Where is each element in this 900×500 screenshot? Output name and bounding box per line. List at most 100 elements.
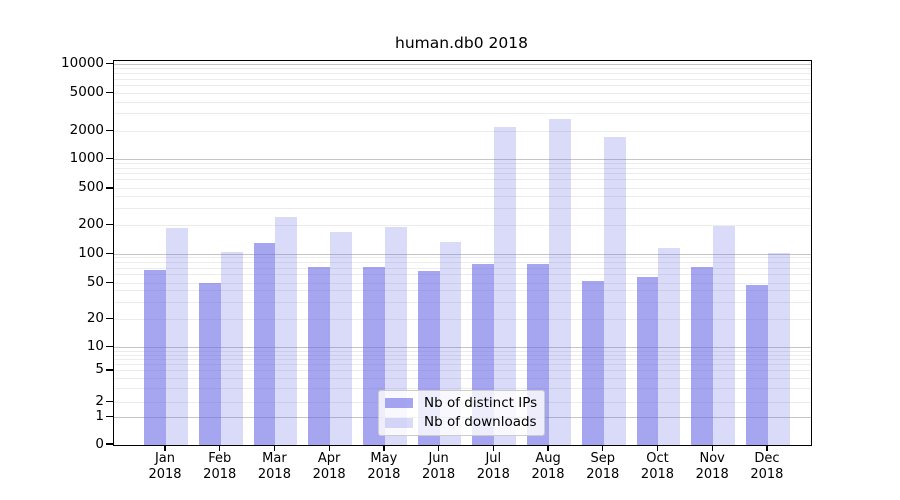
gridline-minor [114,167,811,169]
gridline-minor [114,73,811,75]
y-tick-mark [106,187,113,189]
gridline-minor [114,179,811,181]
bar-ips-mar [253,243,276,445]
x-tick-mark [547,445,549,451]
x-tick-mark [656,445,659,451]
x-tick-label: Mar 2018 [257,451,291,482]
x-tick-label: Aug 2018 [531,451,565,482]
y-tick-mark [106,252,113,254]
gridline-minor [114,319,811,321]
legend-swatch-distinct-ips [385,398,413,409]
x-tick-mark [164,445,166,451]
x-tick-label: Dec 2018 [750,451,784,482]
legend-label-downloads: Nb of downloads [424,414,537,431]
gridline-minor [114,290,811,292]
x-tick-label: Nov 2018 [695,451,729,482]
bar-ips-dec [746,285,768,445]
y-tick-mark [106,369,113,371]
y-tick-mark [106,416,113,418]
x-tick-mark [219,445,221,451]
gridline-minor [114,225,811,227]
chart-title: human.db0 2018 [395,34,528,52]
y-tick-label: 2000 [69,122,104,139]
y-tick-mark [106,318,113,320]
y-tick-label: 100 [78,244,104,261]
gridline-minor [114,196,811,197]
x-tick-mark [383,445,385,451]
y-tick-label: 10000 [61,54,104,71]
gridline-minor [114,364,811,366]
y-tick-mark [106,224,113,226]
y-tick-label: 500 [78,179,104,196]
y-tick-label: 2 [95,393,104,410]
y-tick-label: 1000 [69,149,104,166]
gridline-minor [114,162,811,164]
bar-downloads-oct [658,248,681,445]
y-tick-mark [106,130,113,132]
x-tick-mark [766,445,768,451]
bar-downloads-feb [220,251,243,445]
y-tick-mark [106,62,113,64]
gridline-minor [114,378,811,380]
gridline-minor [114,359,811,361]
bar-ips-jan [144,270,166,445]
gridline-minor [114,302,811,304]
bar-downloads-sep [603,137,626,445]
bar-downloads-jul [494,127,517,445]
y-tick-label: 50 [86,273,104,290]
gridline-minor [114,188,811,190]
legend-item-downloads: Nb of downloads [385,413,537,432]
y-tick-mark [106,443,113,445]
legend-label-distinct-ips: Nb of distinct IPs [424,394,538,411]
gridline-minor [114,350,811,352]
x-tick-label: Oct 2018 [640,451,675,482]
y-tick-label: 1 [95,408,104,425]
gridline-minor [114,262,811,264]
y-tick-mark [106,401,113,403]
y-tick-label: 200 [78,216,104,233]
gridline-minor [114,101,811,103]
x-tick-label: Jun 2018 [422,451,456,482]
y-tick-label: 5000 [69,83,104,100]
gridline-minor [114,257,811,259]
gridline-minor [114,173,811,175]
gridline-minor [114,92,811,94]
x-tick-mark [711,445,713,451]
x-tick-label: Jul 2018 [476,451,510,482]
y-tick-mark [106,91,113,93]
legend: Nb of distinct IPs Nb of downloads [378,390,545,436]
gridline-minor [114,84,811,86]
x-tick-label: Sep 2018 [586,451,620,482]
gridline-minor [114,207,811,209]
x-tick-label: Apr 2018 [312,451,346,482]
legend-item-distinct-ips: Nb of distinct IPs [385,394,538,413]
bar-downloads-mar [275,217,298,445]
y-tick-label: 5 [95,361,104,378]
bar-downloads-dec [767,252,790,445]
x-tick-mark [328,445,330,451]
x-tick-mark [437,445,440,451]
x-tick-label: Jan 2018 [148,451,182,482]
gridline-minor [114,131,811,133]
gridline-minor [114,113,811,115]
y-tick-mark [106,346,113,348]
gridline-minor [114,68,811,70]
y-tick-mark [106,157,113,159]
y-tick-label: 10 [86,338,104,355]
plot-area [113,60,812,446]
gridline-minor [114,273,811,275]
gridline-major [114,63,811,65]
gridline-major [114,347,811,349]
bar-ips-sep [581,281,604,445]
gridline-major [114,253,811,255]
bar-ips-feb [198,283,221,445]
bar-downloads-nov [713,226,736,445]
x-tick-mark [273,445,276,451]
gridline-minor [114,78,811,80]
gridline-minor [114,354,811,356]
y-tick-mark [106,281,113,283]
bar-downloads-jan [166,228,188,445]
gridline-minor [114,267,811,269]
x-tick-label: Feb 2018 [203,451,237,482]
